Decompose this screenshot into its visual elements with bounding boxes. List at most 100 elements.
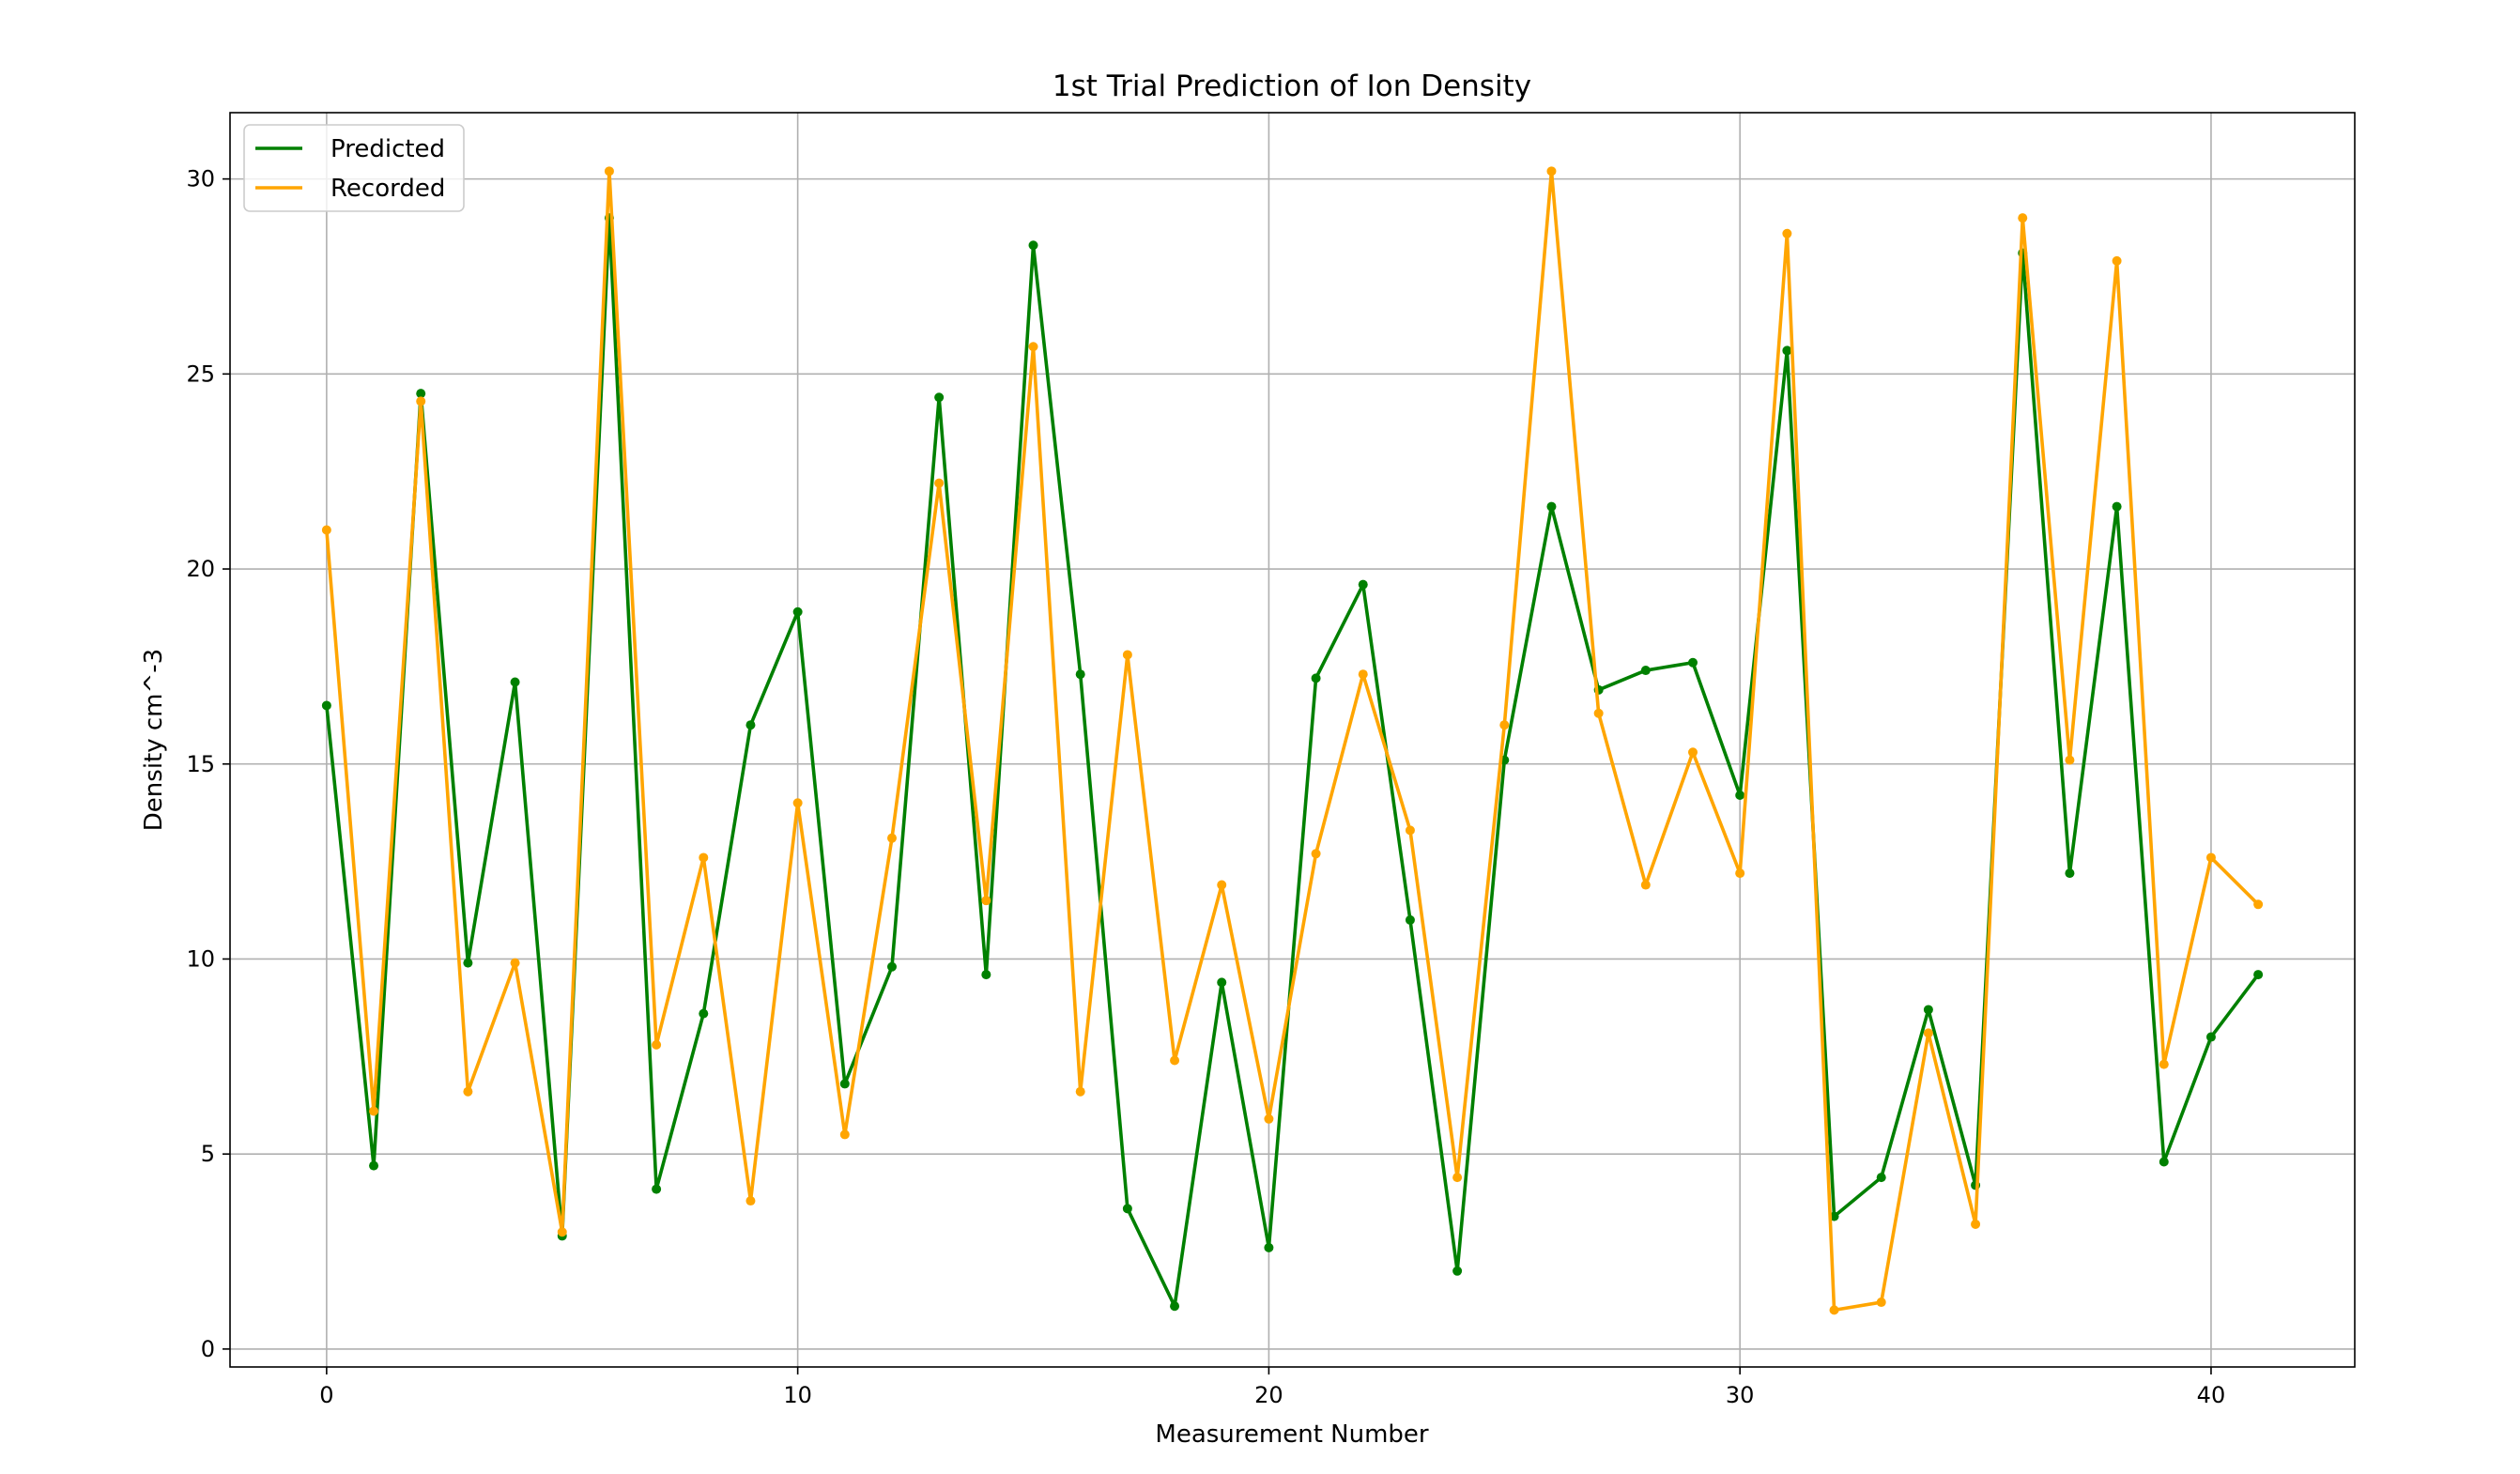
data-point-recorded [981, 896, 991, 906]
data-point-recorded [1735, 868, 1745, 879]
data-point-recorded [1546, 166, 1557, 177]
y-tick-label: 25 [186, 361, 215, 387]
y-tick-label: 30 [186, 166, 215, 192]
data-point-predicted [2159, 1157, 2169, 1167]
data-point-recorded [1452, 1173, 1463, 1183]
data-point-recorded [652, 1039, 662, 1050]
data-point-predicted [1075, 669, 1085, 680]
data-point-predicted [1358, 579, 1368, 590]
data-point-predicted [1735, 790, 1745, 800]
data-point-recorded [2253, 899, 2264, 910]
data-point-recorded [1593, 708, 1604, 718]
data-point-recorded [463, 1086, 473, 1097]
data-point-recorded [416, 396, 426, 407]
data-point-recorded [1264, 1113, 1274, 1124]
data-point-recorded [699, 852, 709, 863]
data-point-predicted [981, 970, 991, 980]
data-point-predicted [2112, 501, 2122, 512]
series-recorded [321, 166, 2264, 1315]
data-point-predicted [792, 606, 803, 617]
data-point-recorded [745, 1196, 756, 1206]
x-tick-label: 0 [319, 1382, 333, 1408]
data-point-recorded [1829, 1305, 1839, 1315]
data-point-predicted [1640, 666, 1651, 676]
data-point-predicted [1311, 673, 1321, 683]
data-point-recorded [1688, 747, 1698, 758]
y-axis-title: Density cm^-3 [140, 649, 168, 831]
data-point-recorded [1782, 228, 1792, 238]
data-point-predicted [463, 958, 473, 968]
data-point-predicted [652, 1184, 662, 1194]
data-point-predicted [1217, 977, 1227, 988]
data-point-recorded [886, 833, 897, 843]
series-line-recorded [325, 169, 2260, 1313]
y-tick-label: 5 [201, 1141, 215, 1167]
data-point-predicted [1546, 501, 1557, 512]
axis-ticks: 0 10 20 30 40 0 5 10 15 20 25 30 [186, 166, 2225, 1408]
chart-title: 1st Trial Prediction of Ion Density [1053, 69, 1531, 103]
data-point-recorded [2065, 755, 2075, 765]
data-point-predicted [1264, 1242, 1274, 1252]
data-point-predicted [1782, 345, 1792, 356]
data-point-predicted [1170, 1301, 1180, 1312]
data-point-predicted [1028, 240, 1038, 251]
series-layer [321, 166, 2264, 1315]
data-point-predicted [2065, 868, 2075, 879]
data-point-predicted [416, 389, 426, 399]
data-point-recorded [1311, 849, 1321, 859]
data-point-predicted [839, 1079, 850, 1089]
data-point-recorded [1923, 1028, 1933, 1038]
data-point-predicted [321, 700, 331, 711]
data-point-recorded [369, 1106, 379, 1116]
data-point-recorded [1028, 342, 1038, 352]
data-point-recorded [1876, 1297, 1886, 1308]
data-point-predicted [2253, 970, 2264, 980]
data-point-recorded [510, 958, 520, 968]
data-point-predicted [745, 720, 756, 730]
data-point-recorded [2159, 1059, 2169, 1069]
data-point-recorded [2018, 213, 2028, 223]
data-point-predicted [1405, 914, 1415, 925]
data-point-predicted [699, 1008, 709, 1019]
data-point-predicted [2205, 1032, 2216, 1042]
data-point-recorded [1405, 825, 1415, 836]
legend-box [243, 124, 465, 212]
data-point-recorded [604, 166, 614, 177]
data-point-predicted [369, 1160, 379, 1171]
data-point-predicted [934, 392, 945, 403]
x-tick-label: 30 [1726, 1382, 1755, 1408]
grid [230, 113, 2355, 1367]
legend-label-recorded: Recorded [330, 175, 445, 203]
data-point-predicted [1923, 1005, 1933, 1015]
data-point-recorded [1358, 669, 1368, 680]
x-axis-title: Measurement Number [1155, 1420, 1429, 1449]
y-tick-label: 15 [186, 751, 215, 777]
x-tick-label: 40 [2197, 1382, 2226, 1408]
series-line-predicted [325, 216, 2260, 1308]
data-point-predicted [1452, 1266, 1463, 1276]
data-point-recorded [1170, 1055, 1180, 1066]
x-tick-label: 20 [1254, 1382, 1283, 1408]
legend: Predicted Recorded [243, 124, 465, 212]
data-point-recorded [934, 478, 945, 488]
y-tick-label: 0 [201, 1336, 215, 1362]
data-point-predicted [1122, 1204, 1132, 1214]
data-point-predicted [1688, 657, 1698, 668]
legend-label-predicted: Predicted [330, 135, 445, 163]
data-point-recorded [321, 525, 331, 535]
data-point-predicted [1876, 1173, 1886, 1183]
y-tick-label: 20 [186, 556, 215, 582]
y-tick-label: 10 [186, 945, 215, 972]
data-point-recorded [2205, 852, 2216, 863]
x-tick-label: 10 [783, 1382, 812, 1408]
data-point-recorded [792, 798, 803, 808]
data-point-recorded [1640, 880, 1651, 890]
plot-frame [229, 112, 2356, 1368]
series-predicted [321, 213, 2264, 1312]
data-point-predicted [510, 677, 520, 687]
data-point-recorded [2112, 255, 2122, 266]
data-point-predicted [886, 961, 897, 972]
data-point-recorded [1217, 880, 1227, 890]
data-point-recorded [557, 1227, 567, 1237]
